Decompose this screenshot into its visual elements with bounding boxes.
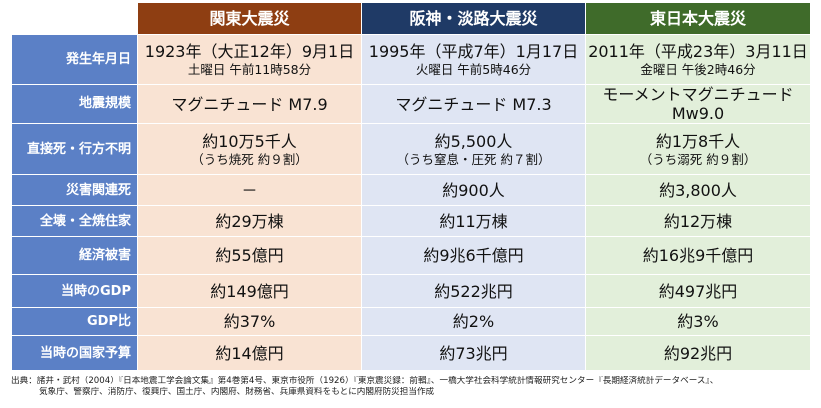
header-hanshin-awaji: 阪神・淡路大震災: [361, 2, 586, 35]
cell-hanshin-houses: 約11万棟: [361, 205, 586, 238]
cell-higashi-deaths: 約1万8千人 （うち溺死 約９割）: [585, 123, 811, 176]
cell-main: 約522兆円: [434, 281, 513, 301]
row-label-economic-damage: 経済被害: [11, 236, 138, 276]
table-row: 災害関連死 － 約900人 約3,800人: [11, 174, 811, 207]
row-label-related-deaths: 災害関連死: [11, 174, 138, 207]
cell-main: 約92兆円: [663, 343, 733, 363]
cell-main: マグニチュード M7.9: [171, 94, 328, 114]
row-label-deaths: 直接死・行方不明: [11, 123, 138, 176]
cell-higashi-economic-damage: 約16兆9千億円: [585, 236, 811, 276]
cell-main: 約3,800人: [659, 180, 737, 200]
cell-hanshin-deaths: 約5,500人 （うち窒息・圧死 約７割）: [361, 123, 586, 176]
cell-hanshin-date: 1995年（平成7年）1月17日 火曜日 午前5時46分: [361, 34, 586, 85]
header-kanto: 関東大震災: [137, 2, 362, 35]
cell-sub: 土曜日 午前11時58分: [187, 62, 312, 78]
cell-main: 約16兆9千億円: [642, 246, 754, 266]
source-line-2: 気象庁、警察庁、消防庁、復興庁、国土庁、内閣府、財務省、兵庫県資料をもとに内閣府…: [39, 387, 435, 397]
cell-sub: （うち焼死 約９割）: [191, 151, 308, 167]
row-label-national-budget: 当時の国家予算: [11, 335, 138, 372]
cell-hanshin-gdp-ratio: 約2%: [361, 307, 586, 337]
cell-main: －: [241, 180, 258, 200]
cell-main: 約497兆円: [658, 281, 738, 301]
cell-main: 約5,500人: [434, 131, 513, 151]
cell-kanto-date: 1923年（大正12年）9月1日 土曜日 午前11時58分: [137, 34, 362, 85]
cell-kanto-national-budget: 約14億円: [137, 335, 362, 372]
table-row: 地震規模 マグニチュード M7.9 マグニチュード M7.3 モーメントマグニチ…: [11, 83, 811, 125]
cell-main: 約12万棟: [663, 211, 733, 231]
cell-higashi-date: 2011年（平成23年）3月11日 金曜日 午後2時46分: [585, 34, 811, 85]
table-row: 発生年月日 1923年（大正12年）9月1日 土曜日 午前11時58分 1995年…: [11, 34, 811, 85]
disaster-comparison-table: 関東大震災 阪神・淡路大震災 東日本大震災 発生年月日 1923年（大正12年）…: [11, 2, 811, 372]
cell-main: モーメントマグニチュード Mw9.0: [602, 85, 794, 124]
table-row: 直接死・行方不明 約10万5千人 （うち焼死 約９割） 約5,500人 （うち窒息・…: [11, 123, 811, 176]
cell-hanshin-related-deaths: 約900人: [361, 174, 586, 207]
table-row: 全壊・全焼住家 約29万棟 約11万棟 約12万棟: [11, 205, 811, 238]
cell-kanto-magnitude: マグニチュード M7.9: [137, 83, 362, 125]
table-row: 経済被害 約55億円 約9兆6千億円 約16兆9千億円: [11, 236, 811, 276]
cell-hanshin-gdp: 約522兆円: [361, 274, 586, 309]
cell-main: マグニチュード M7.3: [395, 94, 552, 114]
cell-kanto-gdp: 約149億円: [137, 274, 362, 309]
cell-main: 1995年（平成7年）1月17日: [368, 41, 579, 61]
cell-sub: （うち窒息・圧死 約７割）: [396, 151, 551, 167]
cell-main: 約3%: [677, 312, 719, 332]
cell-higashi-national-budget: 約92兆円: [585, 335, 811, 372]
table-row: GDP比 約37% 約2% 約3%: [11, 307, 811, 337]
cell-main: 約9兆6千億円: [423, 246, 524, 266]
cell-kanto-gdp-ratio: 約37%: [137, 307, 362, 337]
cell-kanto-deaths: 約10万5千人 （うち焼死 約９割）: [137, 123, 362, 176]
row-label-date: 発生年月日: [11, 34, 138, 85]
table-row: 当時のGDP 約149億円 約522兆円 約497兆円: [11, 274, 811, 309]
cell-kanto-houses: 約29万棟: [137, 205, 362, 238]
cell-sub: 火曜日 午前5時46分: [415, 62, 532, 78]
cell-higashi-related-deaths: 約3,800人: [585, 174, 811, 207]
source-note: 出典：諸井・武村（2004）『日本地震工学会論文集』第4巻第4号、東京市役所（1…: [11, 376, 811, 398]
cell-main: 約149億円: [210, 281, 289, 301]
cell-main: 1923年（大正12年）9月1日: [144, 41, 355, 61]
cell-higashi-houses: 約12万棟: [585, 205, 811, 238]
cell-main: 約2%: [452, 312, 495, 332]
cell-kanto-related-deaths: －: [137, 174, 362, 207]
header-row: 関東大震災 阪神・淡路大震災 東日本大震災: [11, 2, 811, 35]
row-label-magnitude: 地震規模: [11, 83, 138, 125]
cell-main: 約37%: [223, 312, 276, 332]
row-label-gdp: 当時のGDP: [11, 274, 138, 309]
cell-hanshin-magnitude: マグニチュード M7.3: [361, 83, 586, 125]
cell-sub: （うち溺死 約９割）: [639, 151, 757, 167]
cell-kanto-economic-damage: 約55億円: [137, 236, 362, 276]
cell-main: 2011年（平成23年）3月11日: [588, 41, 808, 61]
row-label-houses: 全壊・全焼住家: [11, 205, 138, 238]
row-label-gdp-ratio: GDP比: [11, 307, 138, 337]
cell-main: 約10万5千人: [202, 131, 297, 151]
cell-main: 約1万8千人: [655, 131, 741, 151]
table-row: 当時の国家予算 約14億円 約73兆円 約92兆円: [11, 335, 811, 372]
cell-main: 約73兆円: [439, 343, 508, 363]
cell-higashi-gdp-ratio: 約3%: [585, 307, 811, 337]
corner-cell: [11, 2, 138, 35]
cell-main: 約55億円: [215, 246, 284, 266]
cell-main: 約14億円: [215, 343, 284, 363]
cell-sub: 金曜日 午後2時46分: [640, 62, 756, 78]
cell-main: 約29万棟: [215, 211, 284, 231]
cell-hanshin-economic-damage: 約9兆6千億円: [361, 236, 586, 276]
cell-main: 約900人: [442, 180, 505, 200]
cell-higashi-magnitude: モーメントマグニチュード Mw9.0: [585, 83, 811, 125]
header-higashi-nihon: 東日本大震災: [585, 2, 811, 35]
source-line-1: 出典：諸井・武村（2004）『日本地震工学会論文集』第4巻第4号、東京市役所（1…: [11, 376, 719, 386]
cell-higashi-gdp: 約497兆円: [585, 274, 811, 309]
cell-main: 約11万棟: [439, 211, 508, 231]
cell-hanshin-national-budget: 約73兆円: [361, 335, 586, 372]
